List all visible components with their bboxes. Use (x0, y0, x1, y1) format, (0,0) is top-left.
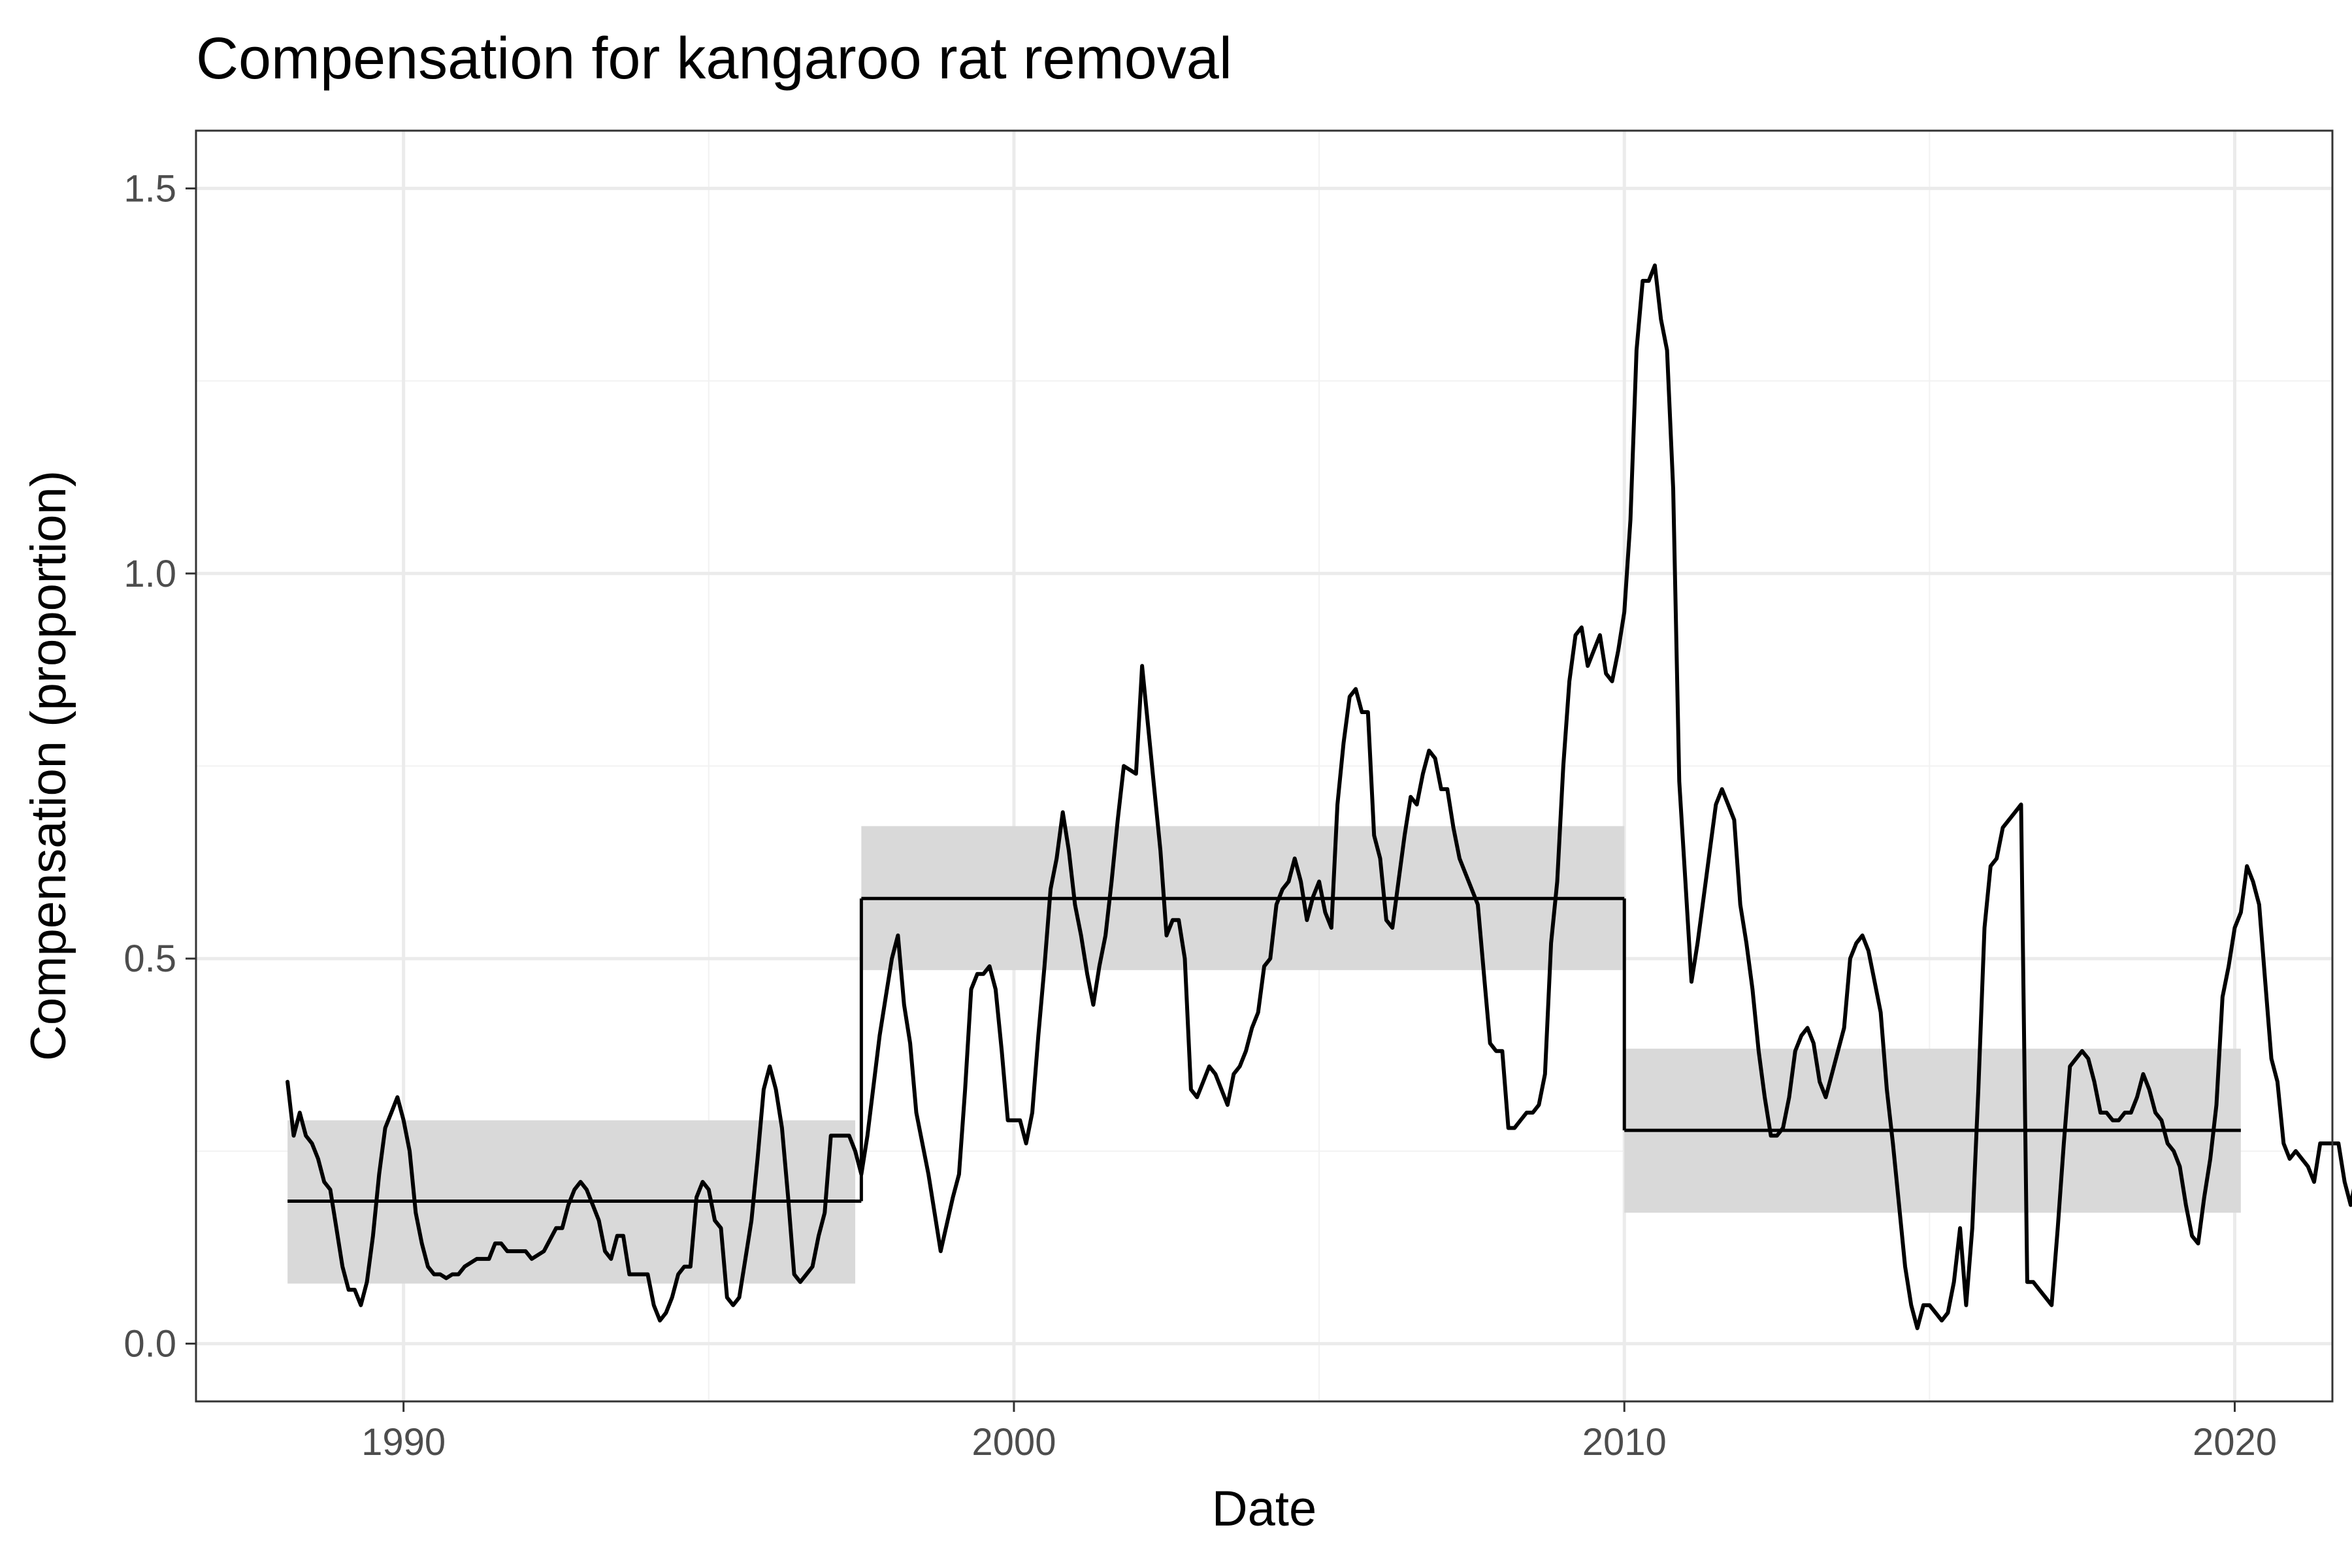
y-tick-label: 1.5 (123, 167, 176, 210)
panel-border (195, 129, 2334, 1403)
x-axis: 1990 2000 2010 2020 (361, 1401, 2277, 1463)
plot-panel (195, 129, 2352, 1403)
y-tick-label: 0.5 (123, 938, 176, 980)
x-tick-label: 2010 (1582, 1421, 1667, 1463)
chart-title: Compensation for kangaroo rat removal (196, 26, 1232, 91)
y-tick-label: 1.0 (123, 553, 176, 595)
y-tick-label: 0.0 (123, 1323, 176, 1365)
series-layer (286, 263, 2352, 1330)
x-axis-title: Date (1212, 1481, 1317, 1537)
series-line-1 (286, 263, 2352, 1330)
x-tick-label: 2020 (2193, 1421, 2277, 1463)
x-tick-label: 1990 (361, 1421, 446, 1463)
y-axis: 0.0 0.5 1.0 1.5 (123, 167, 196, 1365)
y-axis-title: Compensation (proportion) (21, 470, 76, 1061)
x-tick-label: 2000 (972, 1421, 1056, 1463)
